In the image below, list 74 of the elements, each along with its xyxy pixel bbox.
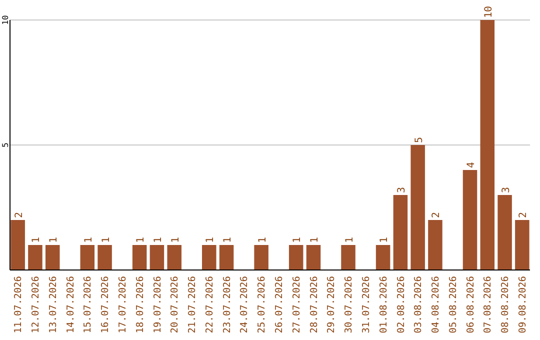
x-tick-label: 25.07.2026 <box>256 276 268 334</box>
x-tick-label: 18.07.2026 <box>134 276 146 334</box>
bar <box>376 245 390 270</box>
bar <box>28 245 42 270</box>
bar <box>410 145 425 270</box>
x-tick-label: 28.07.2026 <box>308 276 320 334</box>
x-tick-label: 04.08.2026 <box>430 276 442 334</box>
x-tick-label: 24.07.2026 <box>239 276 250 334</box>
data-label: 1 <box>136 236 147 243</box>
data-label: 3 <box>396 186 408 193</box>
x-tick-label: 02.08.2026 <box>396 276 407 334</box>
data-label: 1 <box>309 236 320 243</box>
x-tick-label: 14.07.2026 <box>65 276 76 334</box>
bar <box>480 20 495 270</box>
x-tick-label: 03.08.2026 <box>413 276 424 334</box>
data-label: 5 <box>414 136 425 143</box>
x-tick-label: 08.08.2026 <box>500 276 512 334</box>
data-label: 1 <box>379 236 390 243</box>
bar <box>150 245 164 270</box>
x-tick-label: 11.07.2026 <box>13 276 24 334</box>
x-tick-label: 16.07.2026 <box>100 276 112 334</box>
bar <box>254 245 268 270</box>
x-tick-label: 19.07.2026 <box>152 276 164 334</box>
data-label: 1 <box>344 236 356 243</box>
data-label: 2 <box>14 212 25 218</box>
bar <box>306 245 321 270</box>
data-label: 10 <box>483 6 494 18</box>
bar <box>80 245 95 270</box>
x-tick-label: 30.07.2026 <box>344 276 355 334</box>
data-label: 1 <box>152 236 164 243</box>
bar <box>167 245 182 270</box>
bar <box>498 195 512 270</box>
bar <box>428 220 442 270</box>
x-tick-label: 29.07.2026 <box>326 276 338 334</box>
x-tick-label: 26.07.2026 <box>274 276 286 334</box>
data-label: 2 <box>431 212 442 218</box>
data-label: 1 <box>292 236 304 243</box>
x-tick-label: 22.07.2026 <box>204 276 216 334</box>
data-label: 2 <box>518 212 530 218</box>
x-tick-label: 21.07.2026 <box>187 276 198 334</box>
bar <box>393 195 408 270</box>
data-label: 1 <box>100 236 112 243</box>
bar <box>462 170 478 270</box>
bar <box>45 245 60 270</box>
bar <box>10 220 25 270</box>
x-tick-label: 23.07.2026 <box>222 276 233 334</box>
x-tick-label: 31.07.2026 <box>360 276 372 334</box>
data-label: 1 <box>205 236 216 243</box>
bar <box>219 245 234 270</box>
data-label: 1 <box>83 236 94 243</box>
x-tick-label: 20.07.2026 <box>170 276 181 334</box>
x-tick-label: 07.08.2026 <box>482 276 494 334</box>
x-tick-label: 06.08.2026 <box>465 276 476 334</box>
data-label: 1 <box>48 236 60 243</box>
x-tick-label: 09.08.2026 <box>518 276 528 334</box>
x-tick-label: 13.07.2026 <box>48 276 59 334</box>
bar <box>515 220 530 270</box>
x-tick-label: 01.08.2026 <box>378 276 390 334</box>
data-label: 1 <box>257 236 268 243</box>
data-label: 3 <box>500 186 512 193</box>
bar <box>202 245 216 270</box>
x-tick-label: 15.07.2026 <box>82 276 94 334</box>
bar <box>132 245 147 270</box>
bar <box>98 245 112 270</box>
x-tick-label: 27.07.2026 <box>291 276 302 334</box>
x-tick-label: 12.07.2026 <box>30 276 42 334</box>
data-label: 4 <box>466 162 477 168</box>
bar <box>288 245 304 270</box>
x-tick-label: 17.07.2026 <box>118 276 128 334</box>
bar <box>341 245 356 270</box>
data-label: 1 <box>170 236 182 243</box>
x-tick-label: 05.08.2026 <box>448 276 459 334</box>
data-label: 1 <box>222 236 234 243</box>
data-label: 1 <box>31 236 42 243</box>
